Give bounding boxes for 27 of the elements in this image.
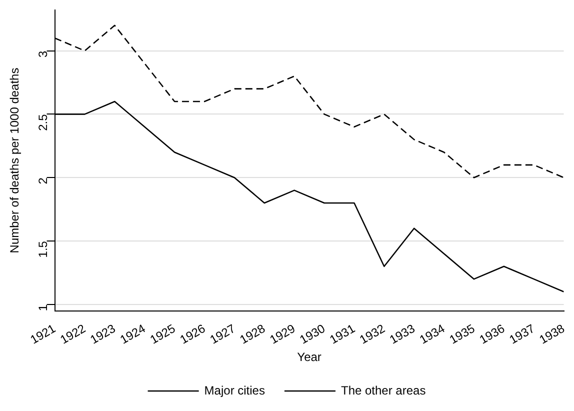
x-tick-label: 1928 — [237, 321, 268, 347]
x-axis-title: Year — [297, 350, 322, 364]
y-tick-label: 2.5 — [36, 114, 50, 131]
x-tick-label: 1936 — [476, 321, 508, 347]
x-tick-label: 1934 — [417, 321, 448, 347]
x-tick-label: 1938 — [536, 321, 568, 347]
x-tick-label: 1921 — [28, 321, 58, 347]
y-tick-label: 1.5 — [36, 240, 50, 258]
x-tick-label: 1926 — [178, 321, 208, 347]
x-tick-label: 1927 — [207, 321, 238, 347]
y-tick-label: 3 — [36, 50, 50, 58]
x-tick-label: 1930 — [297, 321, 328, 347]
x-tick-label: 1923 — [88, 321, 118, 347]
x-tick-label: 1933 — [387, 321, 418, 347]
x-tick-label: 1924 — [118, 321, 148, 347]
x-tick-label: 1932 — [357, 321, 388, 347]
x-tick-label: 1925 — [148, 321, 178, 347]
legend-label: Major cities — [204, 383, 265, 398]
x-tick-label: 1935 — [447, 321, 478, 347]
x-tick-label: 1937 — [506, 321, 538, 347]
x-tick-label: 1929 — [267, 321, 298, 347]
legend-label: The other areas — [340, 383, 426, 398]
y-tick-label: 1 — [36, 304, 50, 312]
y-tick-label: 2 — [36, 177, 50, 184]
x-tick-label: 1931 — [327, 321, 358, 347]
x-tick-label: 1922 — [58, 321, 88, 347]
y-axis-title: Number of deaths per 1000 deaths — [8, 68, 22, 254]
